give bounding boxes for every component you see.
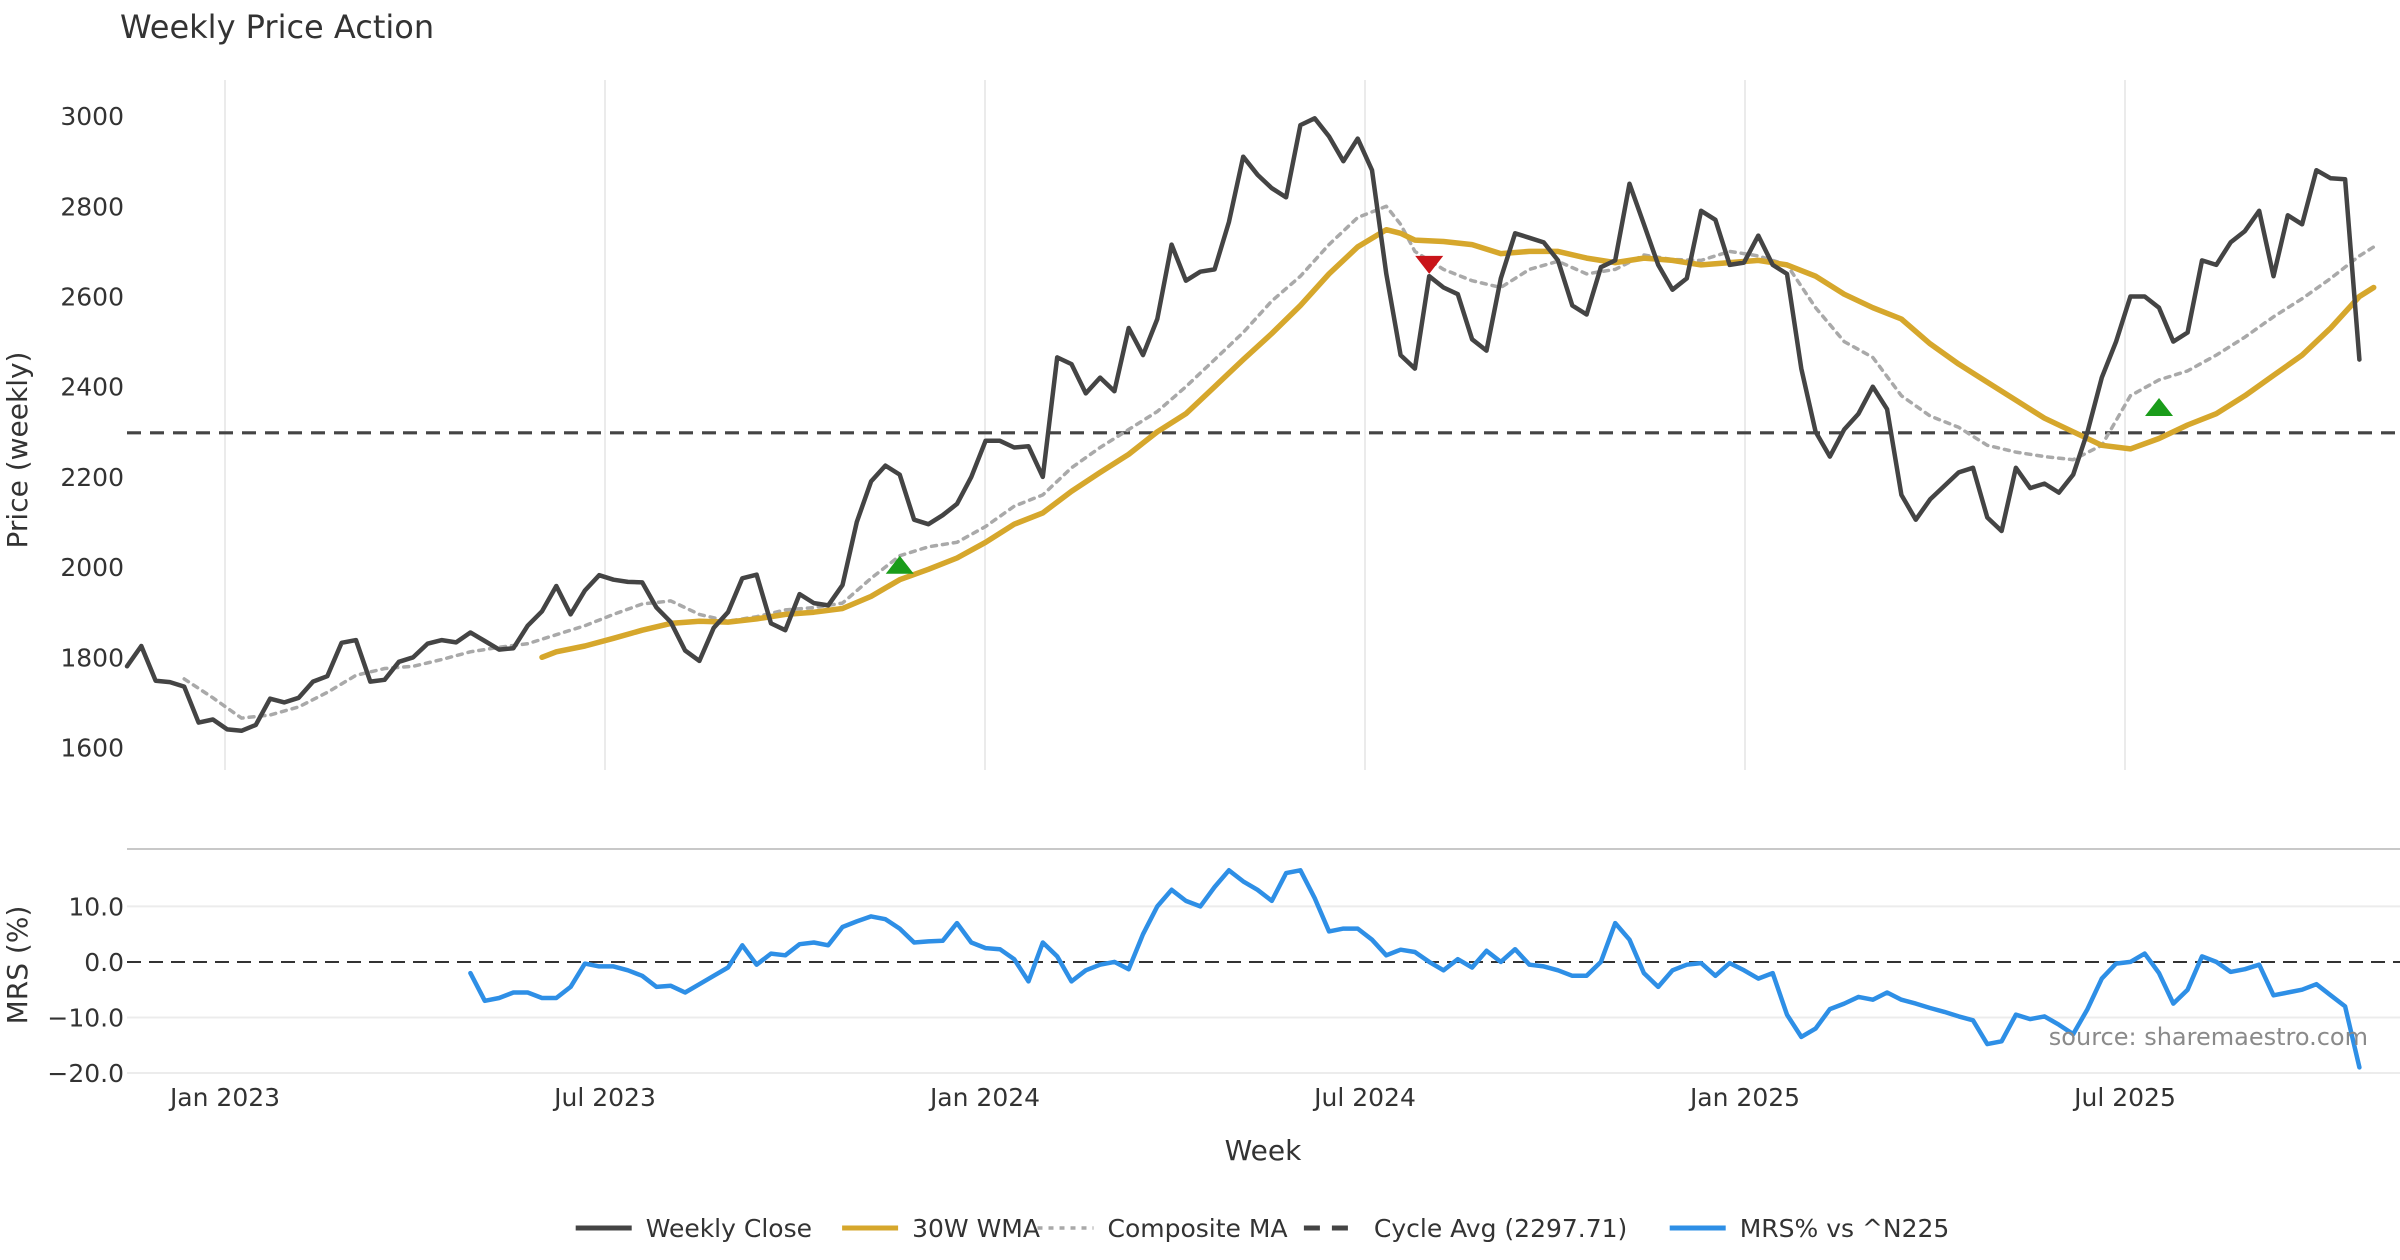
price-y-tick-label: 2000: [60, 553, 124, 582]
signal-markers: [885, 255, 2174, 574]
mrs-y-tick-label: 0.0: [84, 948, 124, 977]
buy-signal-marker: [2145, 397, 2174, 416]
chart-title: Weekly Price Action: [120, 8, 434, 46]
mrs-y-tick-label: −20.0: [47, 1059, 124, 1088]
legend-label-composite: Composite MA: [1108, 1214, 1288, 1243]
price-y-tick-label: 1800: [60, 643, 124, 672]
sell-signal-marker: [1415, 255, 1444, 274]
mrs-series-line: [468, 868, 2362, 1070]
price-y-tick-label: 2800: [60, 192, 124, 221]
price-y-tick-labels: 1600 1800 2000 2200 2400 2600 2800 3000: [60, 102, 124, 762]
mrs-axis-label: MRS (%): [1, 906, 34, 1025]
buy-signal-marker: [885, 555, 914, 574]
mrs-y-tick-labels: 10.0 0.0 −10.0 −20.0: [47, 892, 124, 1088]
x-tick-label: Jul 2024: [1312, 1083, 1416, 1112]
mrs-y-tick-label: −10.0: [47, 1003, 124, 1032]
price-y-tick-label: 1600: [60, 733, 124, 762]
price-series-layer: [124, 116, 2377, 734]
price-y-tick-label: 3000: [60, 102, 124, 131]
x-tick-label: Jan 2023: [168, 1083, 280, 1112]
price-y-tick-label: 2200: [60, 463, 124, 492]
x-tick-label: Jan 2025: [1688, 1083, 1800, 1112]
source-attribution: source: sharemaestro.com: [2049, 1023, 2368, 1051]
price-axis-label: Price (weekly): [1, 352, 34, 549]
mrs-series-layer: [468, 868, 2362, 1070]
legend-label-mrs: MRS% vs ^N225: [1740, 1214, 1950, 1243]
legend: Weekly Close 30W WMA Composite MA Cycle Avg…: [575, 1214, 1950, 1243]
composite-series-line: [182, 204, 2376, 720]
x-tick-label: Jul 2025: [2072, 1083, 2176, 1112]
legend-label-wma: 30W WMA: [912, 1214, 1040, 1243]
x-axis-label: Week: [1225, 1134, 1302, 1167]
price-y-tick-label: 2600: [60, 282, 124, 311]
x-tick-labels: Jan 2023 Jul 2023 Jan 2024 Jul 2024 Jan 2025…: [168, 1083, 2176, 1112]
legend-label-cycle: Cycle Avg (2297.71): [1374, 1214, 1627, 1243]
x-tick-label: Jan 2024: [928, 1083, 1040, 1112]
wma-series-line: [539, 226, 2377, 661]
x-tick-label: Jul 2023: [552, 1083, 656, 1112]
close-series-line: [124, 116, 2362, 734]
legend-label-close: Weekly Close: [646, 1214, 812, 1243]
mrs-y-tick-label: 10.0: [68, 892, 124, 921]
price-y-tick-label: 2400: [60, 373, 124, 402]
price-gridlines: [224, 80, 2126, 770]
